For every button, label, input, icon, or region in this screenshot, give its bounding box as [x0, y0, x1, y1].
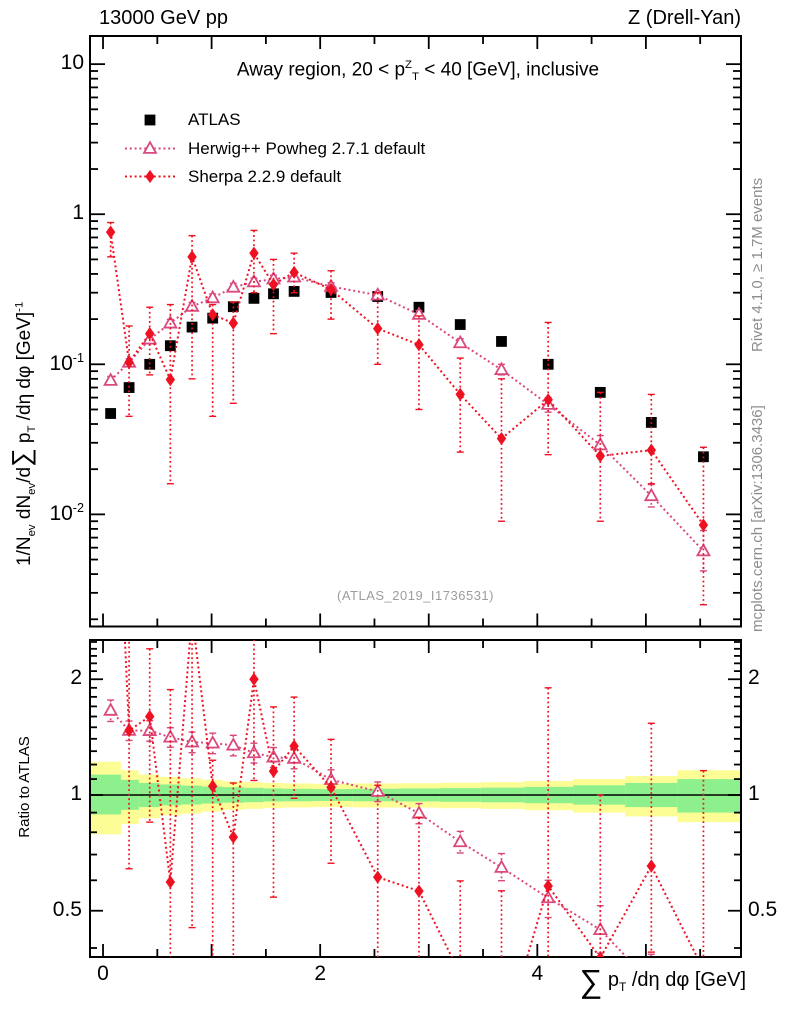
legend-swatches — [125, 114, 175, 184]
ratio-panel-series — [103, 640, 707, 957]
atlas-uncertainty-band — [90, 761, 741, 835]
main-panel-series — [103, 221, 711, 606]
axis-ticks — [90, 36, 741, 957]
